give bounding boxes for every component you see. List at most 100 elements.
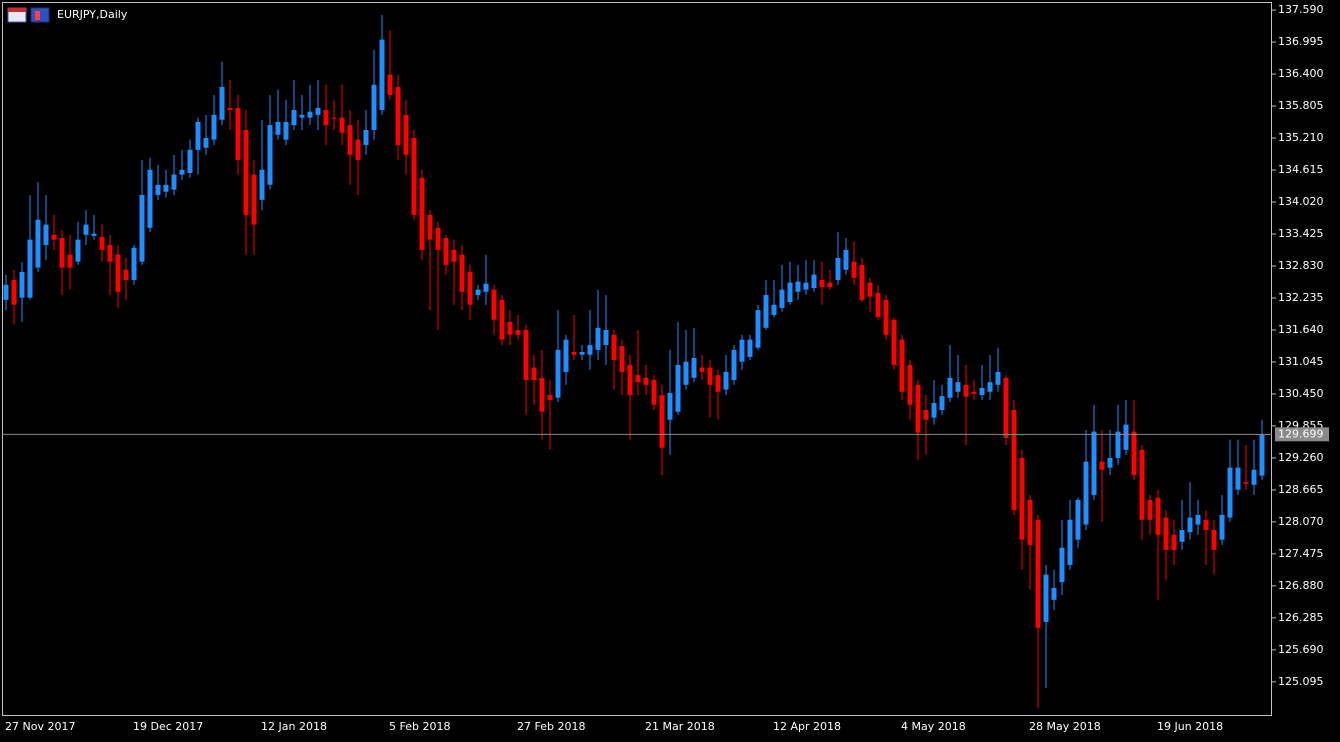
candle-body (443, 238, 449, 265)
x-tick-label: 28 May 2018 (1029, 720, 1101, 733)
candle-body (435, 227, 441, 250)
candle-body (1195, 514, 1201, 525)
candle-body (1075, 499, 1081, 540)
candle-body (635, 375, 641, 383)
candle-body (211, 114, 217, 140)
candle-body (995, 371, 1001, 385)
candle-body (291, 110, 297, 126)
candle-body (451, 249, 457, 262)
candle-body (915, 384, 921, 433)
candle-body (395, 86, 401, 146)
candle-body (355, 139, 361, 161)
y-tick-label: 132.830 (1278, 259, 1324, 272)
candle-body (331, 117, 337, 119)
x-tick-label: 4 May 2018 (901, 720, 966, 733)
chart-title: EURJPY,Daily (57, 8, 128, 21)
candle-body (235, 107, 241, 161)
candle-body (1235, 467, 1241, 490)
candle-body (227, 107, 233, 111)
candle-body (723, 371, 729, 390)
candle-body (515, 329, 521, 335)
candle-body (419, 177, 425, 250)
candle-body (483, 283, 489, 292)
candle-body (27, 239, 33, 298)
candle-body (1011, 410, 1017, 511)
candle-body (531, 367, 537, 380)
candle-body (1027, 499, 1033, 546)
candle-body (899, 339, 905, 392)
candle-body (155, 184, 161, 196)
y-tick-label: 127.475 (1278, 547, 1324, 560)
candle-body (1107, 457, 1113, 468)
candle-body (1139, 449, 1145, 520)
candle-body (627, 364, 633, 396)
candle-body (691, 357, 697, 378)
candles (3, 14, 1265, 708)
candle-body (499, 299, 505, 340)
candle-body (339, 117, 345, 133)
candle-body (867, 282, 873, 297)
candle-body (803, 282, 809, 290)
candle-body (1171, 534, 1177, 550)
candle-body (875, 292, 881, 318)
candle-body (83, 224, 89, 235)
candle-body (523, 329, 529, 380)
candle-body (1203, 519, 1209, 530)
candle-body (379, 39, 385, 111)
candle-body (1099, 461, 1105, 470)
candle-body (19, 271, 25, 298)
candle-body (923, 410, 929, 420)
candle-body (123, 269, 129, 280)
x-tick-label: 12 Apr 2018 (773, 720, 841, 733)
y-tick-label: 137.590 (1278, 3, 1324, 16)
candle-body (659, 395, 665, 448)
y-tick-label: 128.665 (1278, 483, 1324, 496)
candle-body (1163, 517, 1169, 550)
y-tick-label: 134.020 (1278, 195, 1324, 208)
candle-body (147, 169, 153, 228)
candle-body (107, 245, 113, 262)
candle-body (827, 282, 833, 287)
candle-body (1251, 469, 1257, 485)
candle-body (1003, 377, 1009, 439)
candle-body (947, 377, 953, 398)
x-tick-label: 5 Feb 2018 (389, 720, 450, 733)
candle-body (555, 349, 561, 398)
candle-body (787, 282, 793, 303)
icon (8, 8, 26, 12)
candle-body (403, 114, 409, 155)
candle-body (675, 364, 681, 412)
candle-body (651, 379, 657, 405)
candle-body (1259, 434, 1265, 476)
candle-body (75, 239, 81, 262)
candle-body (715, 375, 721, 392)
y-tick-label: 132.235 (1278, 291, 1324, 304)
candle-body (507, 321, 513, 335)
candle-body (883, 299, 889, 335)
candle-body (467, 271, 473, 305)
candle-body (955, 382, 961, 392)
candle-body (547, 395, 553, 400)
candle-body (595, 327, 601, 350)
candle-body (43, 224, 49, 246)
candle-body (1059, 547, 1065, 583)
candle-body (1035, 519, 1041, 628)
candle-body (643, 377, 649, 385)
candle-body (347, 125, 353, 155)
candle-body (1091, 431, 1097, 496)
candle-body (1131, 431, 1137, 476)
candle-body (1155, 497, 1161, 535)
candle-body (275, 121, 281, 135)
candle-body (1019, 457, 1025, 540)
candle-body (971, 391, 977, 394)
candle-body (35, 219, 41, 268)
candle-body (963, 384, 969, 397)
candle-body (1043, 574, 1049, 622)
candle-body (99, 236, 105, 250)
candle-body (747, 339, 753, 357)
candle-body (459, 254, 465, 292)
y-tick-label: 136.400 (1278, 67, 1324, 80)
candle-body (91, 233, 97, 236)
candle-body (699, 367, 705, 372)
